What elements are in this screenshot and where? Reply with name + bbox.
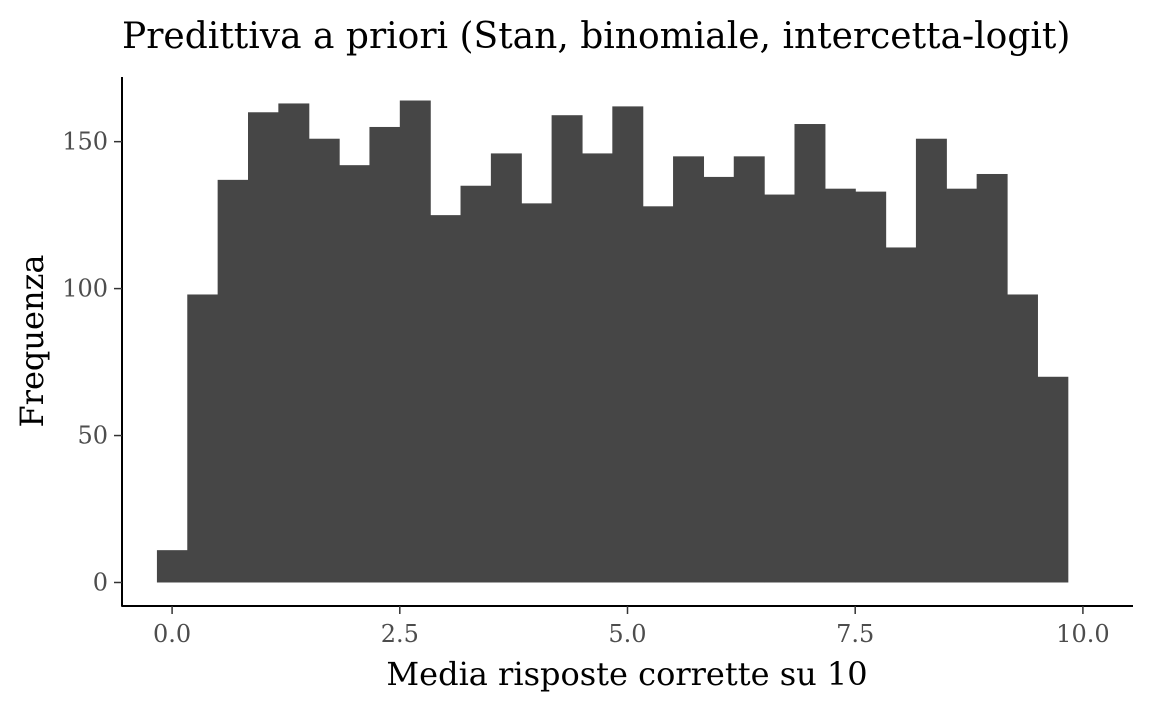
histogram-bar [308,138,340,583]
y-tick-label: 100 [62,275,108,303]
histogram-bar [278,103,310,583]
histogram-bar [885,247,917,583]
histogram-bar [642,206,674,583]
histogram-bar [733,156,765,583]
chart-title: Predittiva a priori (Stan, binomiale, in… [122,16,1070,57]
histogram-bar [369,126,401,583]
y-tick-label: 50 [77,422,108,450]
histogram-bar [490,153,522,583]
histogram-bar [794,124,826,583]
histogram-bar [217,179,249,583]
histogram-bar [976,173,1008,583]
x-tick-label: 5.0 [608,620,646,648]
histogram-bar [248,112,279,583]
histogram-bar [673,156,705,583]
x-tick-label: 10.0 [1056,620,1109,648]
histogram-bar [339,165,371,583]
y-tick-label: 150 [62,128,108,156]
histogram-bar [1007,294,1038,583]
histogram-bar [703,176,735,583]
histogram-bar [946,188,978,583]
histogram-bar [612,106,644,583]
histogram-bar [824,188,856,583]
x-tick-label: 2.5 [381,620,419,648]
bars-group [156,100,1069,583]
histogram-bar [581,153,613,583]
y-axis-label: Frequenza [13,254,51,427]
histogram-bar [521,203,553,583]
histogram-bar [187,294,219,583]
histogram-bar [460,185,492,583]
histogram-bar [915,138,947,583]
y-tick-label: 0 [93,568,108,596]
axes-group: 0.0 2.5 5.0 7.5 10.0 0 50 100 150 [62,77,1133,648]
histogram-bar [1037,376,1069,583]
x-tick-label: 0.0 [153,620,191,648]
histogram-bar [855,191,887,583]
histogram-bar [430,215,462,583]
x-tick-label: 7.5 [836,620,874,648]
histogram-bar [551,115,583,583]
x-axis-label: Media risposte corrette su 10 [386,655,867,693]
histogram-bar [764,194,796,583]
histogram-bar [399,100,431,583]
histogram-bar [156,550,188,583]
